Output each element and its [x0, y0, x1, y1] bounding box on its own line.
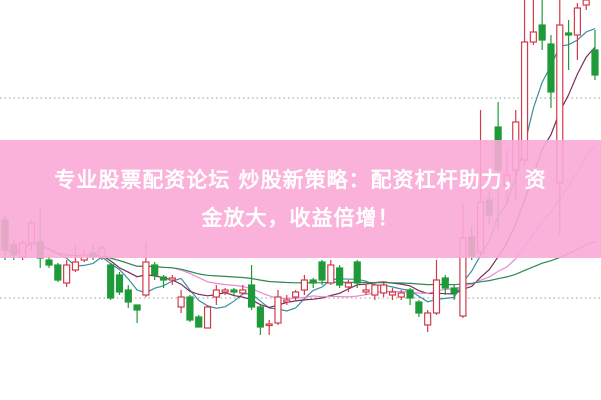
candle-body — [203, 306, 212, 329]
candle-body — [582, 0, 590, 6]
headline-banner: 专业股票配资论坛 炒股新策略：配资杠杆助力，资 金放大，收益倍增！ — [0, 140, 601, 258]
candle-body — [107, 264, 115, 299]
candle-body — [371, 284, 379, 296]
candle-body — [336, 267, 344, 286]
candle-body — [450, 287, 458, 294]
candle-body — [344, 282, 353, 288]
candle-body — [424, 312, 432, 326]
candle-body — [186, 296, 194, 321]
candle-body — [309, 279, 317, 284]
candle-body — [265, 323, 273, 327]
candle-body — [353, 261, 361, 284]
candle-body — [45, 259, 53, 266]
candle-body — [397, 292, 405, 298]
candle-body — [168, 277, 176, 281]
candle-body — [151, 264, 159, 276]
candle-body — [573, 7, 581, 36]
candle-body — [318, 261, 326, 281]
candle-body — [529, 31, 537, 43]
candle-body — [283, 299, 291, 303]
candle-body — [415, 301, 423, 314]
candle-body — [159, 276, 168, 281]
candle-body — [291, 291, 300, 298]
candle-body — [327, 264, 335, 284]
candle-body — [247, 284, 256, 308]
candle-body — [564, 32, 573, 36]
candle-body — [432, 279, 441, 314]
candle-body — [54, 264, 62, 281]
candle-body — [212, 289, 220, 298]
candle-body — [380, 284, 388, 294]
candle-body — [239, 289, 247, 294]
candle-body — [256, 306, 264, 328]
candle-body — [195, 316, 203, 328]
candle-body — [441, 277, 449, 289]
candle-body — [230, 289, 238, 293]
headline-line-1: 专业股票配资论坛 炒股新策略：配资杠杆助力，资 — [54, 168, 547, 192]
candle-body — [388, 291, 397, 296]
candle-body — [221, 289, 229, 293]
candle-body — [362, 289, 370, 293]
candle-body — [274, 296, 282, 324]
candle-body — [115, 274, 124, 293]
candle-body — [71, 261, 80, 271]
candle-body — [300, 279, 309, 291]
candle-body — [63, 264, 71, 284]
candle-body — [142, 261, 150, 296]
candle-body — [591, 49, 599, 76]
candle-body — [177, 296, 185, 308]
candle-body — [547, 43, 555, 93]
candle-body — [133, 304, 141, 311]
candle-body — [538, 24, 546, 41]
candle-body — [124, 289, 132, 303]
candle-body — [406, 289, 414, 299]
headline-line-2: 金放大，收益倍增！ — [201, 206, 400, 230]
